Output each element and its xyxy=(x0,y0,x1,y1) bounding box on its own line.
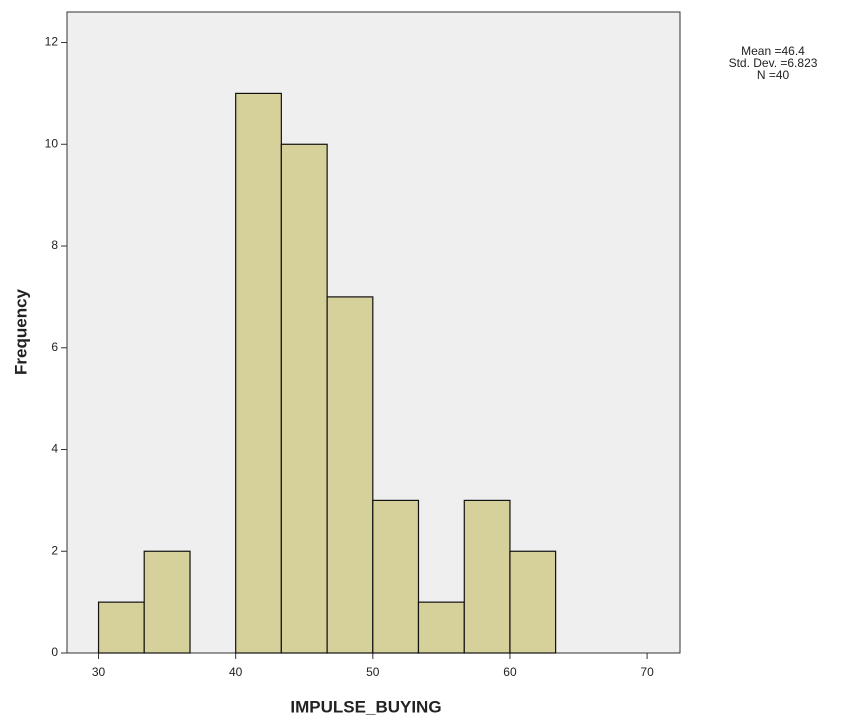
y-tick-label: 6 xyxy=(51,340,58,354)
y-tick-label: 0 xyxy=(51,645,58,659)
stats-note: Std. Dev. =6.823 xyxy=(729,56,818,70)
x-tick-label: 50 xyxy=(366,665,380,679)
bar xyxy=(143,550,191,654)
x-tick-label: 70 xyxy=(640,665,654,679)
bar xyxy=(280,143,328,654)
bar xyxy=(463,499,511,654)
x-tick-label: 30 xyxy=(92,665,106,679)
stats-note: N =40 xyxy=(757,68,790,82)
y-tick-label: 4 xyxy=(51,442,58,456)
y-tick-label: 8 xyxy=(51,238,58,252)
y-tick-label: 12 xyxy=(45,35,59,49)
y-axis-title: Frequency xyxy=(11,288,30,375)
bar xyxy=(235,92,282,654)
stats-note: Mean =46.4 xyxy=(741,44,805,58)
y-tick-label: 10 xyxy=(45,136,59,150)
bar xyxy=(509,550,557,654)
bar xyxy=(372,499,420,654)
bar xyxy=(326,296,374,654)
bar xyxy=(97,601,145,654)
x-tick-label: 40 xyxy=(229,665,243,679)
bar xyxy=(417,601,465,654)
x-tick-label: 60 xyxy=(503,665,517,679)
y-tick-label: 2 xyxy=(51,543,58,557)
x-axis-title: IMPULSE_BUYING xyxy=(290,697,441,716)
